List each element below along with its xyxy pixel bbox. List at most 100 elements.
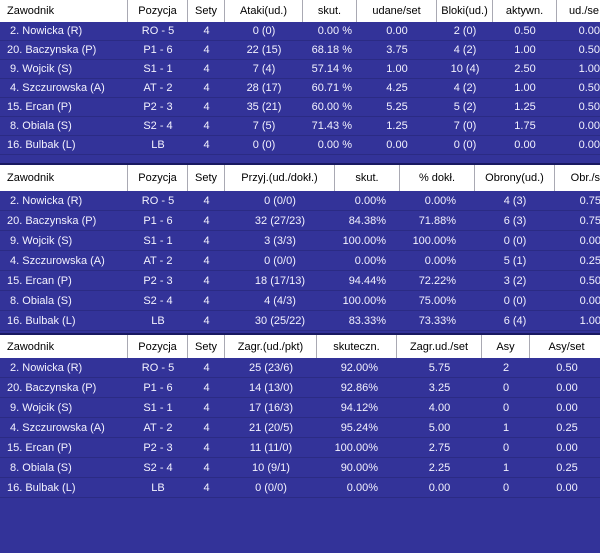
column-header-obrony-ud: Obrony(ud.) xyxy=(475,165,555,191)
cell-zawodnik: 20. Baczynska (P) xyxy=(7,214,97,227)
cell-ataki-ud: 35 (21) xyxy=(246,101,282,113)
player-row[interactable]: 8. Obiala (S) S2 - 4 4 7 (5) 71.43 % 1.25 7 (0… xyxy=(0,117,600,136)
player-row[interactable]: 15. Ercan (P) P2 - 3 4 35 (21) 60.00 % 5.25 5 … xyxy=(0,98,600,117)
cell-aktywn: 0.50 xyxy=(514,25,536,37)
cell-aktywn: 1.00 xyxy=(514,44,536,56)
cell-sety: 4 xyxy=(203,254,210,267)
player-row[interactable]: 20. Baczynska (P) P1 - 6 4 14 (13/0) 92.86% 3… xyxy=(0,378,600,398)
cell-zawodnik: 15. Ercan (P) xyxy=(7,101,72,113)
cell-pozycja: S1 - 1 xyxy=(143,401,173,414)
column-header-skut: skut. xyxy=(335,165,400,191)
cell-sety: 4 xyxy=(203,294,210,307)
column-header-bloki-ud: Bloki(ud.) xyxy=(437,0,493,22)
cell-asy: 1 xyxy=(502,421,510,434)
cell-skut: 100.00% xyxy=(342,234,386,247)
player-row[interactable]: 15. Ercan (P) P2 - 3 4 18 (17/13) 94.44% 72.2… xyxy=(0,271,600,291)
cell-pozycja: S1 - 1 xyxy=(143,63,173,75)
cell-ataki-ud: 7 (5) xyxy=(252,120,276,132)
cell-sety: 4 xyxy=(203,234,210,247)
cell-sety: 4 xyxy=(203,139,210,151)
player-row[interactable]: 8. Obiala (S) S2 - 4 4 10 (9/1) 90.00% 2.25 1 0… xyxy=(0,458,600,478)
cell-asy-set: 0.00 xyxy=(556,401,578,414)
player-row[interactable]: 4. Szczurowska (A) AT - 2 4 0 (0/0) 0.00% 0.0… xyxy=(0,251,600,271)
player-row[interactable]: 16. Bulbak (L) LB 4 0 (0) 0.00 % 0.00 0 (0) 0.0… xyxy=(0,136,600,155)
cell-skut: 60.00 % xyxy=(311,101,352,113)
cell-ud-se: 0.50 xyxy=(578,44,600,56)
cell-dok: 73.33% xyxy=(418,314,456,327)
player-row[interactable]: 15. Ercan (P) P2 - 3 4 11 (11/0) 100.00% 2.75… xyxy=(0,438,600,458)
cell-zagr-ud-pkt: 0 (0/0) xyxy=(255,481,287,494)
player-row[interactable]: 9. Wojcik (S) S1 - 1 4 3 (3/3) 100.00% 100.00… xyxy=(0,231,600,251)
column-header-obr-s: Obr./s xyxy=(555,165,600,191)
cell-asy: 0 xyxy=(502,381,510,394)
player-row[interactable]: 9. Wojcik (S) S1 - 1 4 7 (4) 57.14 % 1.00 10 (… xyxy=(0,60,600,79)
cell-pozycja: S2 - 4 xyxy=(143,461,173,474)
cell-skut: 68.18 % xyxy=(311,44,352,56)
cell-skut: 0.00 % xyxy=(317,139,352,151)
cell-obrony-ud: 6 (3) xyxy=(503,214,527,227)
cell-przyj-ud-dok: 0 (0/0) xyxy=(264,254,296,267)
table-header-row: Zawodnik Pozycja Sety Ataki(ud.) skut. udane/… xyxy=(0,0,600,22)
cell-zagr-ud-set: 2.25 xyxy=(428,461,451,474)
player-row[interactable]: 9. Wojcik (S) S1 - 1 4 17 (16/3) 94.12% 4.00 0… xyxy=(0,398,600,418)
cell-zagr-ud-set: 5.00 xyxy=(428,421,451,434)
cell-sety: 4 xyxy=(203,401,210,414)
cell-dok: 0.00% xyxy=(424,194,456,207)
table-body: 2. Nowicka (R) RO - 5 4 0 (0/0) 0.00% 0.00% 4 … xyxy=(0,191,600,331)
player-row[interactable]: 16. Bulbak (L) LB 4 30 (25/22) 83.33% 73.33% 6… xyxy=(0,311,600,331)
cell-pozycja: S2 - 4 xyxy=(143,294,173,307)
cell-zawodnik: 4. Szczurowska (A) xyxy=(7,421,105,434)
cell-dok: 75.00% xyxy=(418,294,456,307)
column-header-sety: Sety xyxy=(188,0,225,22)
table-header-row: Zawodnik Pozycja Sety Zagr.(ud./pkt) skutecz… xyxy=(0,335,600,358)
cell-zawodnik: 4. Szczurowska (A) xyxy=(7,254,105,267)
cell-obr-s: 0.75 xyxy=(579,194,600,207)
cell-skut: 100.00% xyxy=(342,294,386,307)
cell-sety: 4 xyxy=(203,421,210,434)
cell-skuteczn: 92.00% xyxy=(340,361,378,374)
player-row[interactable]: 2. Nowicka (R) RO - 5 4 0 (0) 0.00 % 0.00 2 (0… xyxy=(0,22,600,41)
cell-ud-se: 0.50 xyxy=(578,82,600,94)
cell-skut: 60.71 % xyxy=(311,82,352,94)
cell-bloki-ud: 2 (0) xyxy=(453,25,477,37)
cell-asy-set: 0.25 xyxy=(556,461,578,474)
cell-przyj-ud-dok: 4 (4/3) xyxy=(264,294,296,307)
cell-sety: 4 xyxy=(203,44,210,56)
column-header-udane-set: udane/set xyxy=(357,0,437,22)
cell-skut: 0.00% xyxy=(354,254,386,267)
cell-asy: 0 xyxy=(502,441,510,454)
cell-udane-set: 4.25 xyxy=(386,82,408,94)
cell-obr-s: 0.75 xyxy=(579,214,600,227)
cell-przyj-ud-dok: 0 (0/0) xyxy=(264,194,296,207)
column-header-przyj-ud-dok: Przyj.(ud./dokł.) xyxy=(225,165,335,191)
cell-asy: 0 xyxy=(502,481,510,494)
cell-zagr-ud-pkt: 14 (13/0) xyxy=(248,381,294,394)
cell-sety: 4 xyxy=(203,381,210,394)
cell-przyj-ud-dok: 30 (25/22) xyxy=(254,314,306,327)
cell-bloki-ud: 10 (4) xyxy=(450,63,480,75)
player-row[interactable]: 4. Szczurowska (A) AT - 2 4 21 (20/5) 95.24%… xyxy=(0,418,600,438)
cell-sety: 4 xyxy=(203,25,210,37)
cell-pozycja: LB xyxy=(151,314,165,327)
column-header-sety: Sety xyxy=(188,335,225,358)
player-row[interactable]: 16. Bulbak (L) LB 4 0 (0/0) 0.00% 0.00 0 0.00 xyxy=(0,478,600,498)
player-row[interactable]: 4. Szczurowska (A) AT - 2 4 28 (17) 60.71 % 4… xyxy=(0,79,600,98)
cell-obrony-ud: 0 (0) xyxy=(503,234,527,247)
cell-zawodnik: 20. Baczynska (P) xyxy=(7,381,97,394)
cell-dok: 72.22% xyxy=(418,274,456,287)
player-row[interactable]: 2. Nowicka (R) RO - 5 4 0 (0/0) 0.00% 0.00% 4 … xyxy=(0,191,600,211)
cell-udane-set: 5.25 xyxy=(386,101,408,113)
cell-pozycja: P2 - 3 xyxy=(143,101,173,113)
column-header-zagr-ud-set: Zagr.ud./set xyxy=(397,335,482,358)
player-row[interactable]: 20. Baczynska (P) P1 - 6 4 32 (27/23) 84.38%… xyxy=(0,211,600,231)
cell-ud-se: 0.00 xyxy=(578,139,600,151)
cell-asy-set: 0.00 xyxy=(556,381,578,394)
player-row[interactable]: 8. Obiala (S) S2 - 4 4 4 (4/3) 100.00% 75.00%… xyxy=(0,291,600,311)
cell-asy-set: 0.00 xyxy=(556,481,578,494)
cell-skuteczn: 100.00% xyxy=(334,441,378,454)
cell-zagr-ud-set: 0.00 xyxy=(428,481,451,494)
cell-skut: 71.43 % xyxy=(311,120,352,132)
player-row[interactable]: 2. Nowicka (R) RO - 5 4 25 (23/6) 92.00% 5.75… xyxy=(0,358,600,378)
player-row[interactable]: 20. Baczynska (P) P1 - 6 4 22 (15) 68.18 % 3.… xyxy=(0,41,600,60)
column-header-zawodnik: Zawodnik xyxy=(0,0,128,22)
